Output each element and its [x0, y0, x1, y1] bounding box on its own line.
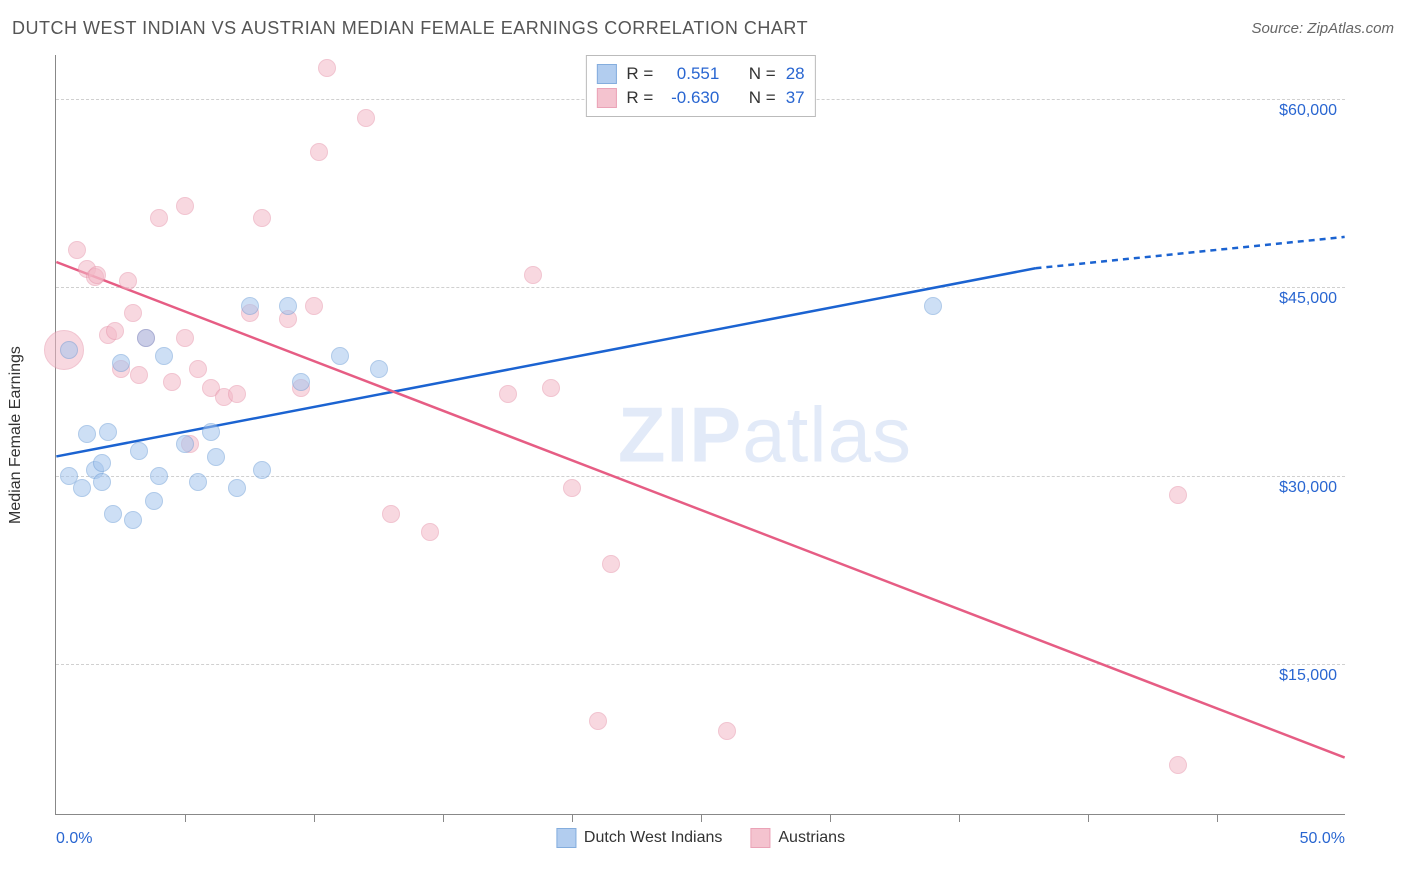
data-point: [589, 712, 607, 730]
data-point: [202, 423, 220, 441]
data-point: [124, 511, 142, 529]
x-tick: [1088, 814, 1089, 822]
x-tick: [443, 814, 444, 822]
data-point: [93, 454, 111, 472]
data-point: [318, 59, 336, 77]
swatch-b: [596, 88, 616, 108]
data-point: [106, 322, 124, 340]
x-axis-max-label: 50.0%: [1300, 830, 1345, 848]
data-point: [145, 492, 163, 510]
data-point: [924, 297, 942, 315]
data-point: [1169, 486, 1187, 504]
y-axis-title: Median Female Earnings: [7, 346, 25, 524]
data-point: [176, 435, 194, 453]
x-tick: [1217, 814, 1218, 822]
data-point: [155, 347, 173, 365]
data-point: [119, 272, 137, 290]
data-point: [253, 461, 271, 479]
swatch-b-icon: [750, 828, 770, 848]
data-point: [189, 473, 207, 491]
swatch-a-icon: [556, 828, 576, 848]
data-point: [189, 360, 207, 378]
data-point: [78, 425, 96, 443]
legend-row-a: R = 0.551 N = 28: [596, 62, 804, 86]
data-point: [499, 385, 517, 403]
data-point: [124, 304, 142, 322]
data-point: [357, 109, 375, 127]
data-point: [68, 241, 86, 259]
r-value-a: 0.551: [663, 64, 719, 84]
data-point: [253, 209, 271, 227]
plot-area: Median Female Earnings $15,000$30,000$45…: [55, 55, 1345, 815]
data-point: [292, 373, 310, 391]
x-axis-min-label: 0.0%: [56, 830, 92, 848]
data-point: [176, 329, 194, 347]
data-point: [331, 347, 349, 365]
data-point: [73, 479, 91, 497]
data-point: [563, 479, 581, 497]
legend-item-a: Dutch West Indians: [556, 828, 722, 848]
source-attribution: Source: ZipAtlas.com: [1251, 20, 1394, 37]
swatch-a: [596, 64, 616, 84]
data-point: [1169, 756, 1187, 774]
data-point: [137, 329, 155, 347]
x-tick: [185, 814, 186, 822]
data-point: [207, 448, 225, 466]
data-point: [60, 341, 78, 359]
data-point: [279, 297, 297, 315]
data-point: [602, 555, 620, 573]
n-value-a: 28: [786, 64, 805, 84]
data-point: [524, 266, 542, 284]
x-tick: [572, 814, 573, 822]
chart-title: DUTCH WEST INDIAN VS AUSTRIAN MEDIAN FEM…: [12, 18, 808, 39]
x-tick: [701, 814, 702, 822]
data-point: [421, 523, 439, 541]
x-tick: [314, 814, 315, 822]
data-point: [718, 722, 736, 740]
data-point: [176, 197, 194, 215]
x-tick: [830, 814, 831, 822]
data-point: [228, 385, 246, 403]
data-point: [150, 467, 168, 485]
data-point: [130, 442, 148, 460]
data-point: [370, 360, 388, 378]
data-point: [93, 473, 111, 491]
data-point: [150, 209, 168, 227]
data-point: [104, 505, 122, 523]
data-point: [88, 266, 106, 284]
x-tick: [959, 814, 960, 822]
legend-row-b: R = -0.630 N = 37: [596, 86, 804, 110]
legend-item-b: Austrians: [750, 828, 845, 848]
n-value-b: 37: [786, 88, 805, 108]
data-point: [310, 143, 328, 161]
trend-lines: [56, 55, 1345, 814]
data-point: [130, 366, 148, 384]
data-point: [163, 373, 181, 391]
data-point: [305, 297, 323, 315]
data-point: [112, 354, 130, 372]
r-value-b: -0.630: [663, 88, 719, 108]
series-legend: Dutch West Indians Austrians: [556, 828, 845, 848]
data-point: [228, 479, 246, 497]
data-point: [241, 297, 259, 315]
data-point: [542, 379, 560, 397]
correlation-legend: R = 0.551 N = 28 R = -0.630 N = 37: [585, 55, 815, 117]
data-point: [382, 505, 400, 523]
data-point: [99, 423, 117, 441]
